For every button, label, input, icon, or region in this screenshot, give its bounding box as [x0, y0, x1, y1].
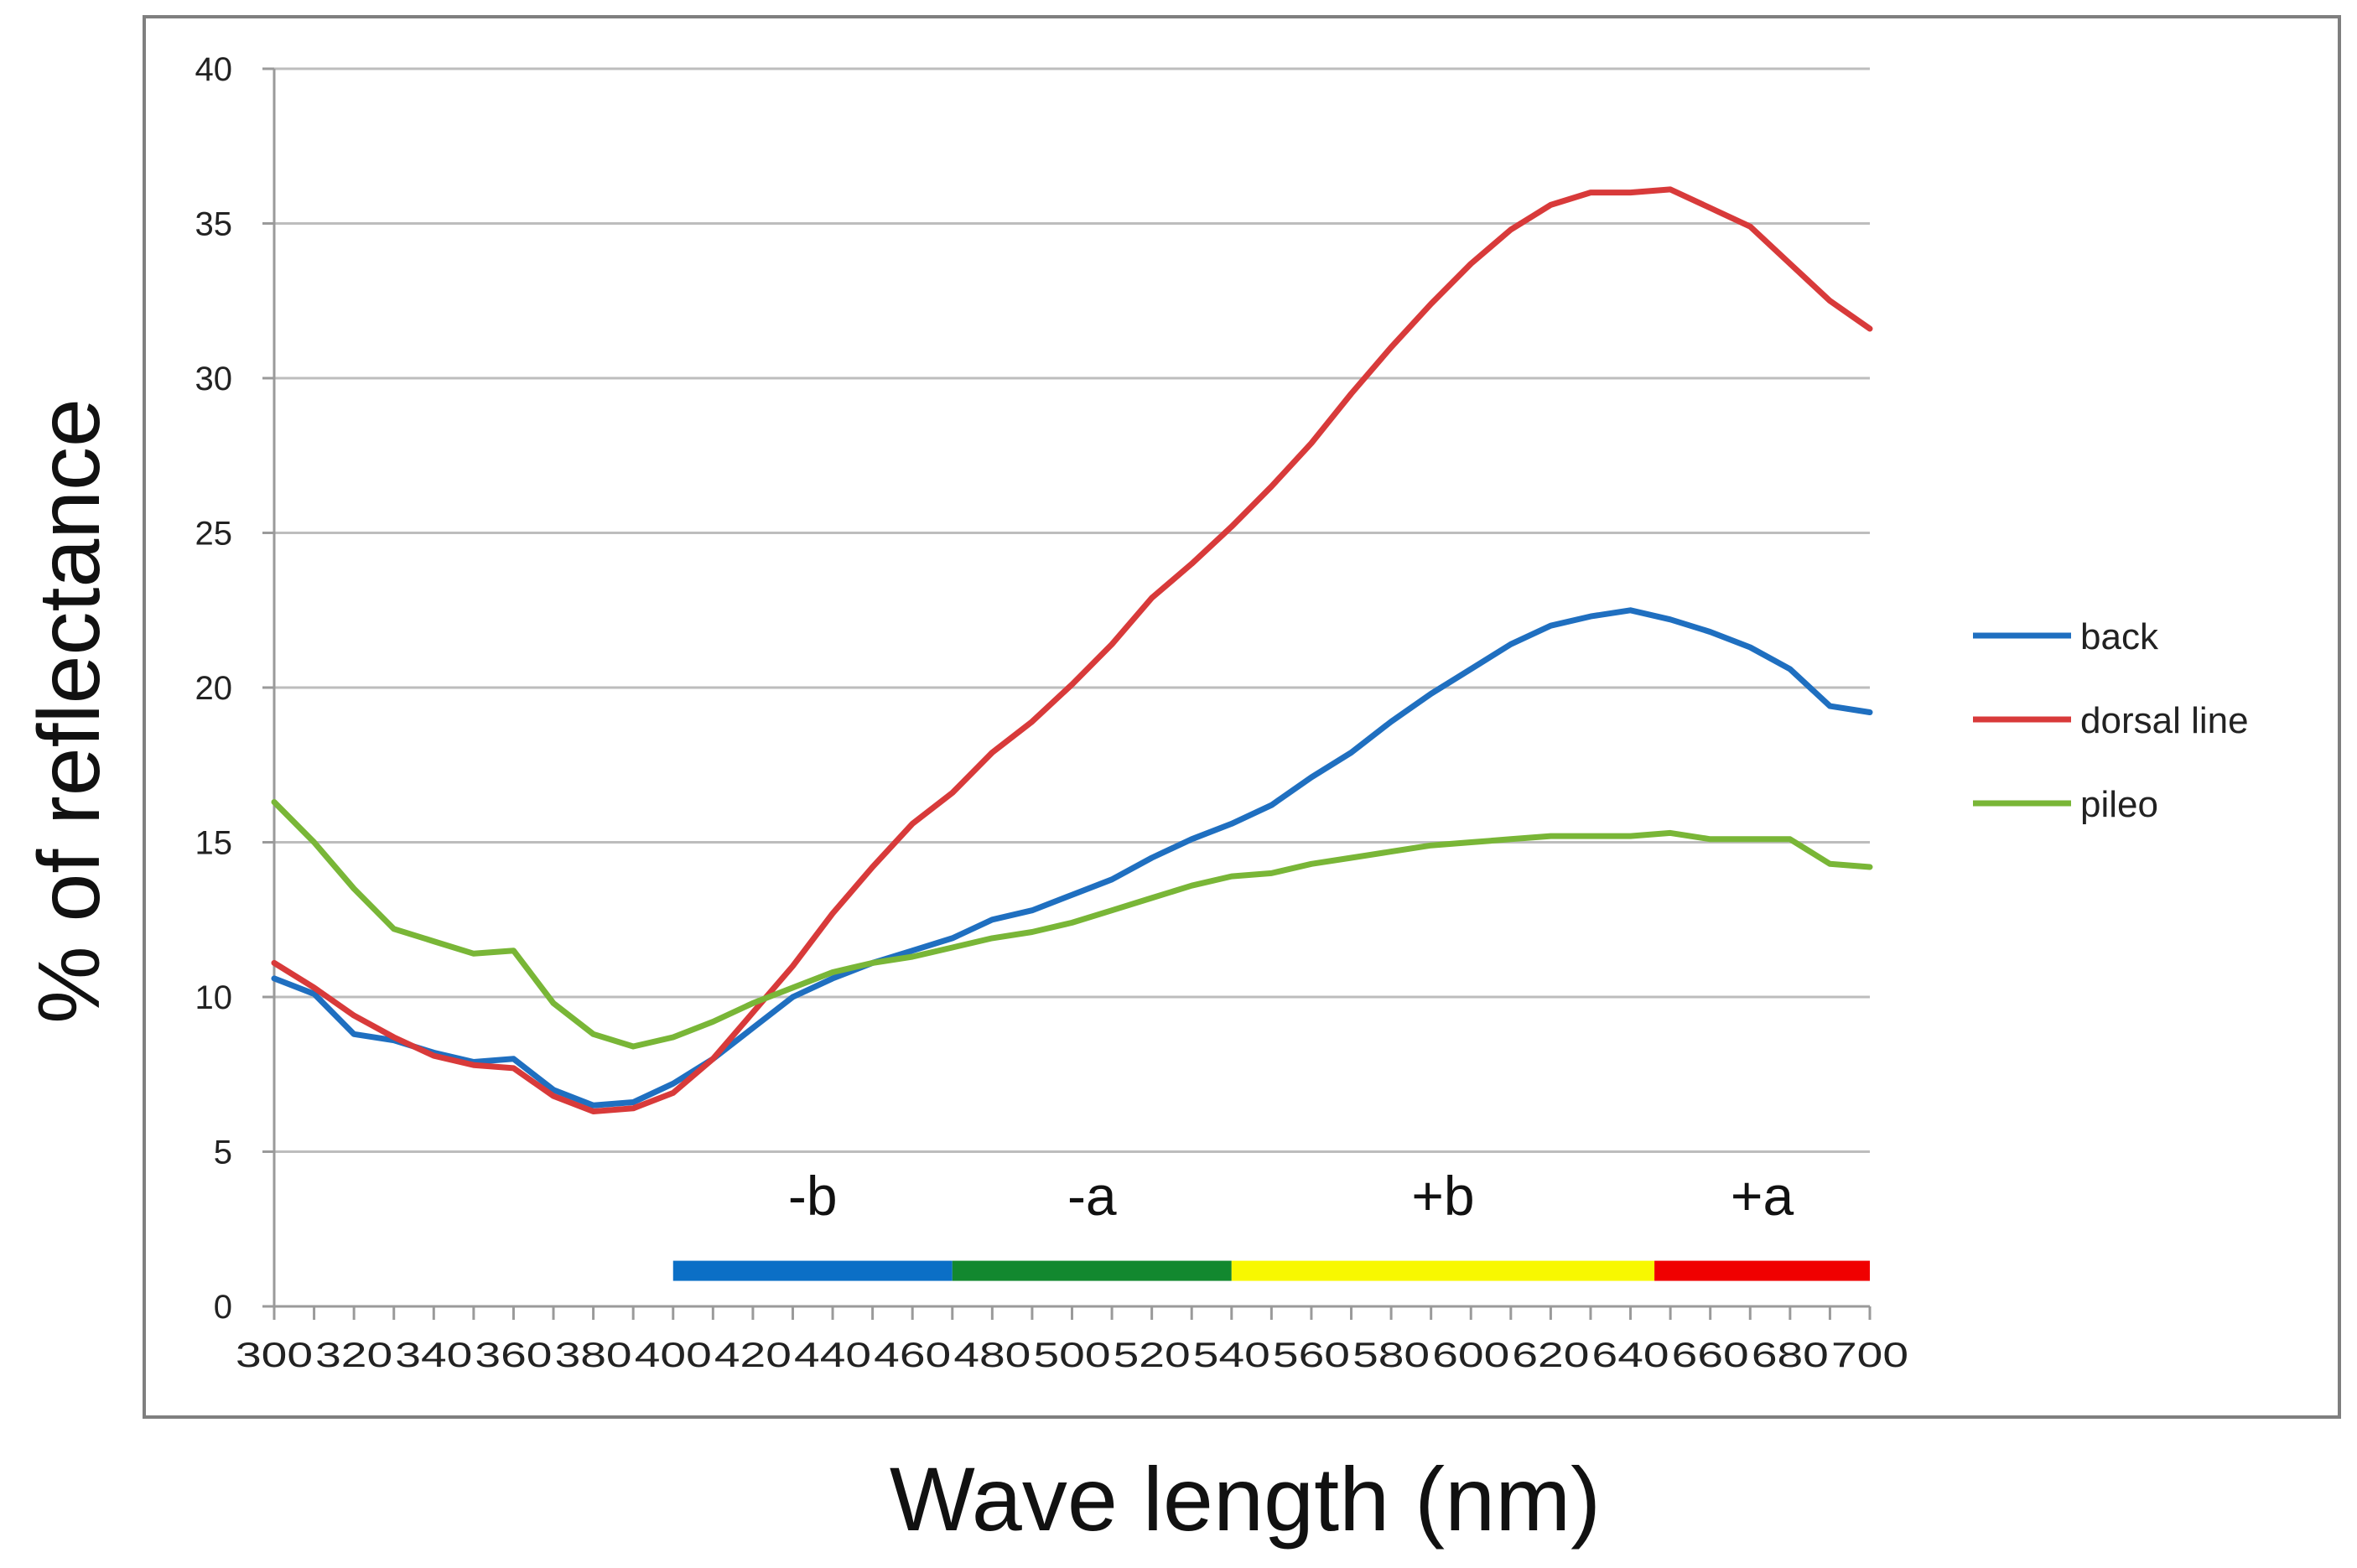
x-tick-label-340: 340 — [395, 1335, 472, 1374]
y-axis-title: % of reflectance — [21, 398, 118, 1024]
x-tick-label-520: 520 — [1114, 1335, 1191, 1374]
x-tick-label-300: 300 — [236, 1335, 313, 1374]
y-tick-label-20: 20 — [195, 670, 233, 707]
series-line-dorsal-line — [271, 186, 1873, 1114]
y-tick-label-5: 5 — [214, 1134, 232, 1171]
x-tick-label-580: 580 — [1352, 1335, 1430, 1374]
gridlines — [274, 67, 1870, 1153]
x-tick-label-700: 700 — [1831, 1335, 1908, 1374]
x-tick-label-440: 440 — [794, 1335, 871, 1374]
x-tick-label-480: 480 — [953, 1335, 1031, 1374]
legend: back dorsal line pileo — [1973, 616, 2249, 825]
color-band-label--a: -a — [1067, 1165, 1117, 1227]
y-tick-label-10: 10 — [195, 979, 233, 1016]
series-line-back — [271, 607, 1873, 1109]
color-band-label-+b: +b — [1411, 1165, 1474, 1227]
x-tick-label-360: 360 — [475, 1335, 552, 1374]
x-tick-label-660: 660 — [1672, 1335, 1749, 1374]
y-tick-label-35: 35 — [195, 206, 233, 243]
legend-label-dorsal-line: dorsal line — [2080, 700, 2249, 741]
color-band-label-+a: +a — [1731, 1165, 1794, 1227]
color-band-+b — [1231, 1260, 1655, 1281]
color-bands: -b -a +b +a — [672, 1165, 1870, 1281]
y-tick-label-30: 30 — [195, 361, 233, 397]
x-tick-label-560: 560 — [1273, 1335, 1350, 1374]
x-tick-label-620: 620 — [1512, 1335, 1589, 1374]
series-line-pileo — [271, 799, 1873, 1050]
x-tick-label-680: 680 — [1752, 1335, 1829, 1374]
color-band--b — [672, 1260, 953, 1281]
x-tick-label-540: 540 — [1193, 1335, 1270, 1374]
x-tick-label-460: 460 — [874, 1335, 951, 1374]
x-tick-label-420: 420 — [714, 1335, 792, 1374]
color-band-+a — [1654, 1260, 1870, 1281]
x-tick-label-640: 640 — [1592, 1335, 1669, 1374]
legend-label-pileo: pileo — [2080, 784, 2158, 825]
color-band--a — [952, 1260, 1232, 1281]
y-tick-label-25: 25 — [195, 516, 233, 553]
y-tick-label-40: 40 — [195, 51, 233, 88]
x-tick-label-400: 400 — [635, 1335, 712, 1374]
x-tick-label-600: 600 — [1432, 1335, 1509, 1374]
y-axis-ticks: 0 5 10 15 20 25 30 35 40 — [195, 51, 274, 1326]
x-axis: 300 320 340 360 380 400 420 440 460 480 500 520 540 5… — [236, 69, 1908, 1374]
legend-label-back: back — [2080, 616, 2159, 657]
data-series — [271, 186, 1873, 1114]
y-tick-label-0: 0 — [214, 1289, 232, 1326]
x-tick-label-500: 500 — [1034, 1335, 1111, 1374]
y-tick-label-15: 15 — [195, 825, 233, 862]
color-band-label--b: -b — [788, 1165, 838, 1227]
x-tick-label-320: 320 — [315, 1335, 392, 1374]
x-tick-label-380: 380 — [555, 1335, 632, 1374]
x-axis-title: Wave length (nm) — [890, 1448, 1601, 1550]
